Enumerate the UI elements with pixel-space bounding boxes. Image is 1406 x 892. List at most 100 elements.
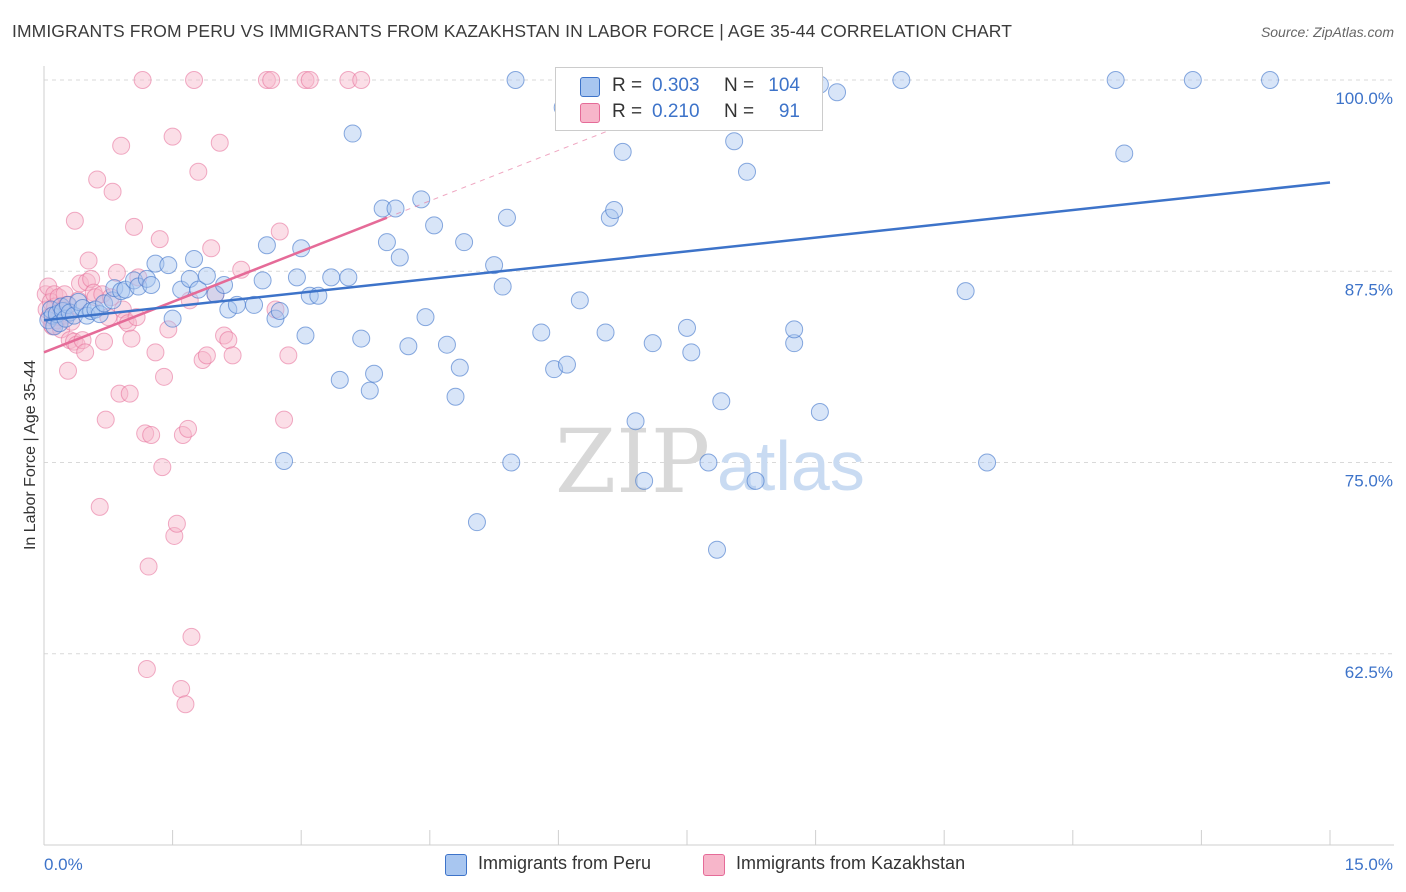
kazakhstan-point	[271, 223, 288, 240]
legend-row-kazakhstan: R = 0.210 N = 91	[556, 100, 822, 126]
peru-point	[683, 344, 700, 361]
kazakhstan-point	[186, 72, 203, 89]
peru-point	[1261, 72, 1278, 89]
legend-r-label: R =	[612, 75, 642, 97]
legend-n-label: N =	[724, 101, 754, 123]
legend-box: R = 0.303 N = 104 R = 0.210 N = 91	[555, 67, 823, 131]
peru-point	[739, 163, 756, 180]
kazakhstan-point	[91, 498, 108, 515]
kazakhstan-point	[134, 72, 151, 89]
peru-point	[979, 454, 996, 471]
peru-trend-line	[44, 183, 1330, 321]
bottom-legend-swatch-kazakhstan	[703, 854, 725, 876]
peru-point	[258, 237, 275, 254]
legend-n-value-peru: 104	[760, 75, 800, 97]
watermark-atlas: atlas	[717, 427, 865, 505]
peru-point	[366, 365, 383, 382]
kazakhstan-points	[37, 72, 369, 713]
peru-point	[614, 143, 631, 160]
bottom-legend-swatch-peru	[445, 854, 467, 876]
y-tick-label: 100.0%	[1335, 89, 1393, 108]
kazakhstan-point	[183, 628, 200, 645]
kazakhstan-point	[220, 332, 237, 349]
bottom-legend: Immigrants from Peru Immigrants from Kaz…	[0, 852, 1406, 878]
kazakhstan-point	[263, 72, 280, 89]
kazakhstan-point	[164, 128, 181, 145]
kazakhstan-point	[280, 347, 297, 364]
kazakhstan-point	[224, 347, 241, 364]
peru-point	[164, 310, 181, 327]
peru-point	[198, 267, 215, 284]
peru-point	[957, 283, 974, 300]
peru-point	[297, 327, 314, 344]
legend-r-value-kazakhstan: 0.210	[652, 101, 700, 123]
legend-n-value-kazakhstan: 91	[760, 101, 800, 123]
y-tick-label: 87.5%	[1345, 280, 1393, 299]
kazakhstan-point	[60, 362, 77, 379]
kazakhstan-point	[353, 72, 370, 89]
peru-point	[387, 200, 404, 217]
peru-point	[713, 393, 730, 410]
peru-point	[438, 336, 455, 353]
kazakhstan-point	[126, 218, 143, 235]
legend-r-label: R =	[612, 101, 642, 123]
peru-point	[160, 257, 177, 274]
peru-point	[533, 324, 550, 341]
legend-row-peru: R = 0.303 N = 104	[556, 74, 822, 100]
kazakhstan-point	[168, 515, 185, 532]
legend-swatch-peru	[580, 77, 600, 97]
peru-point	[709, 541, 726, 558]
kazakhstan-point	[301, 72, 318, 89]
bottom-legend-label-kazakhstan: Immigrants from Kazakhstan	[736, 853, 965, 874]
legend-n-label: N =	[724, 75, 754, 97]
kazakhstan-point	[96, 333, 113, 350]
kazakhstan-point	[77, 344, 94, 361]
peru-point	[786, 321, 803, 338]
peru-point	[378, 234, 395, 251]
kazakhstan-point	[211, 134, 228, 151]
peru-point	[503, 454, 520, 471]
peru-point	[447, 388, 464, 405]
peru-point	[571, 292, 588, 309]
gridlines	[44, 80, 1394, 654]
peru-point	[186, 251, 203, 268]
peru-point	[1116, 145, 1133, 162]
peru-point	[468, 514, 485, 531]
scatter-chart: ZIP atlas 62.5%75.0%87.5%100.0%0.0% 15.0%…	[0, 0, 1406, 892]
peru-point	[636, 472, 653, 489]
kazakhstan-point	[198, 347, 215, 364]
peru-point	[143, 277, 160, 294]
kazakhstan-point	[138, 661, 155, 678]
kazakhstan-point	[156, 368, 173, 385]
kazakhstan-point	[113, 137, 130, 154]
kazakhstan-point	[140, 558, 157, 575]
kazakhstan-point	[190, 163, 207, 180]
peru-point	[353, 330, 370, 347]
peru-point	[644, 335, 661, 352]
peru-point	[426, 217, 443, 234]
kazakhstan-point	[80, 252, 97, 269]
kazakhstan-point	[121, 385, 138, 402]
peru-point	[700, 454, 717, 471]
peru-point	[451, 359, 468, 376]
peru-point	[1107, 72, 1124, 89]
peru-point	[271, 303, 288, 320]
kazakhstan-point	[154, 459, 171, 476]
peru-point	[606, 202, 623, 219]
kazakhstan-point	[151, 231, 168, 248]
peru-point	[344, 125, 361, 142]
legend-swatch-kazakhstan	[580, 103, 600, 123]
peru-point	[498, 209, 515, 226]
peru-point	[726, 133, 743, 150]
peru-point	[627, 413, 644, 430]
peru-point	[893, 72, 910, 89]
peru-point	[417, 309, 434, 326]
kazakhstan-point	[97, 411, 114, 428]
kazakhstan-point	[173, 680, 190, 697]
trend-lines	[44, 117, 1330, 353]
peru-point	[747, 472, 764, 489]
kazakhstan-trend-extension	[387, 117, 644, 218]
peru-point	[558, 356, 575, 373]
peru-point	[361, 382, 378, 399]
kazakhstan-point	[203, 240, 220, 257]
